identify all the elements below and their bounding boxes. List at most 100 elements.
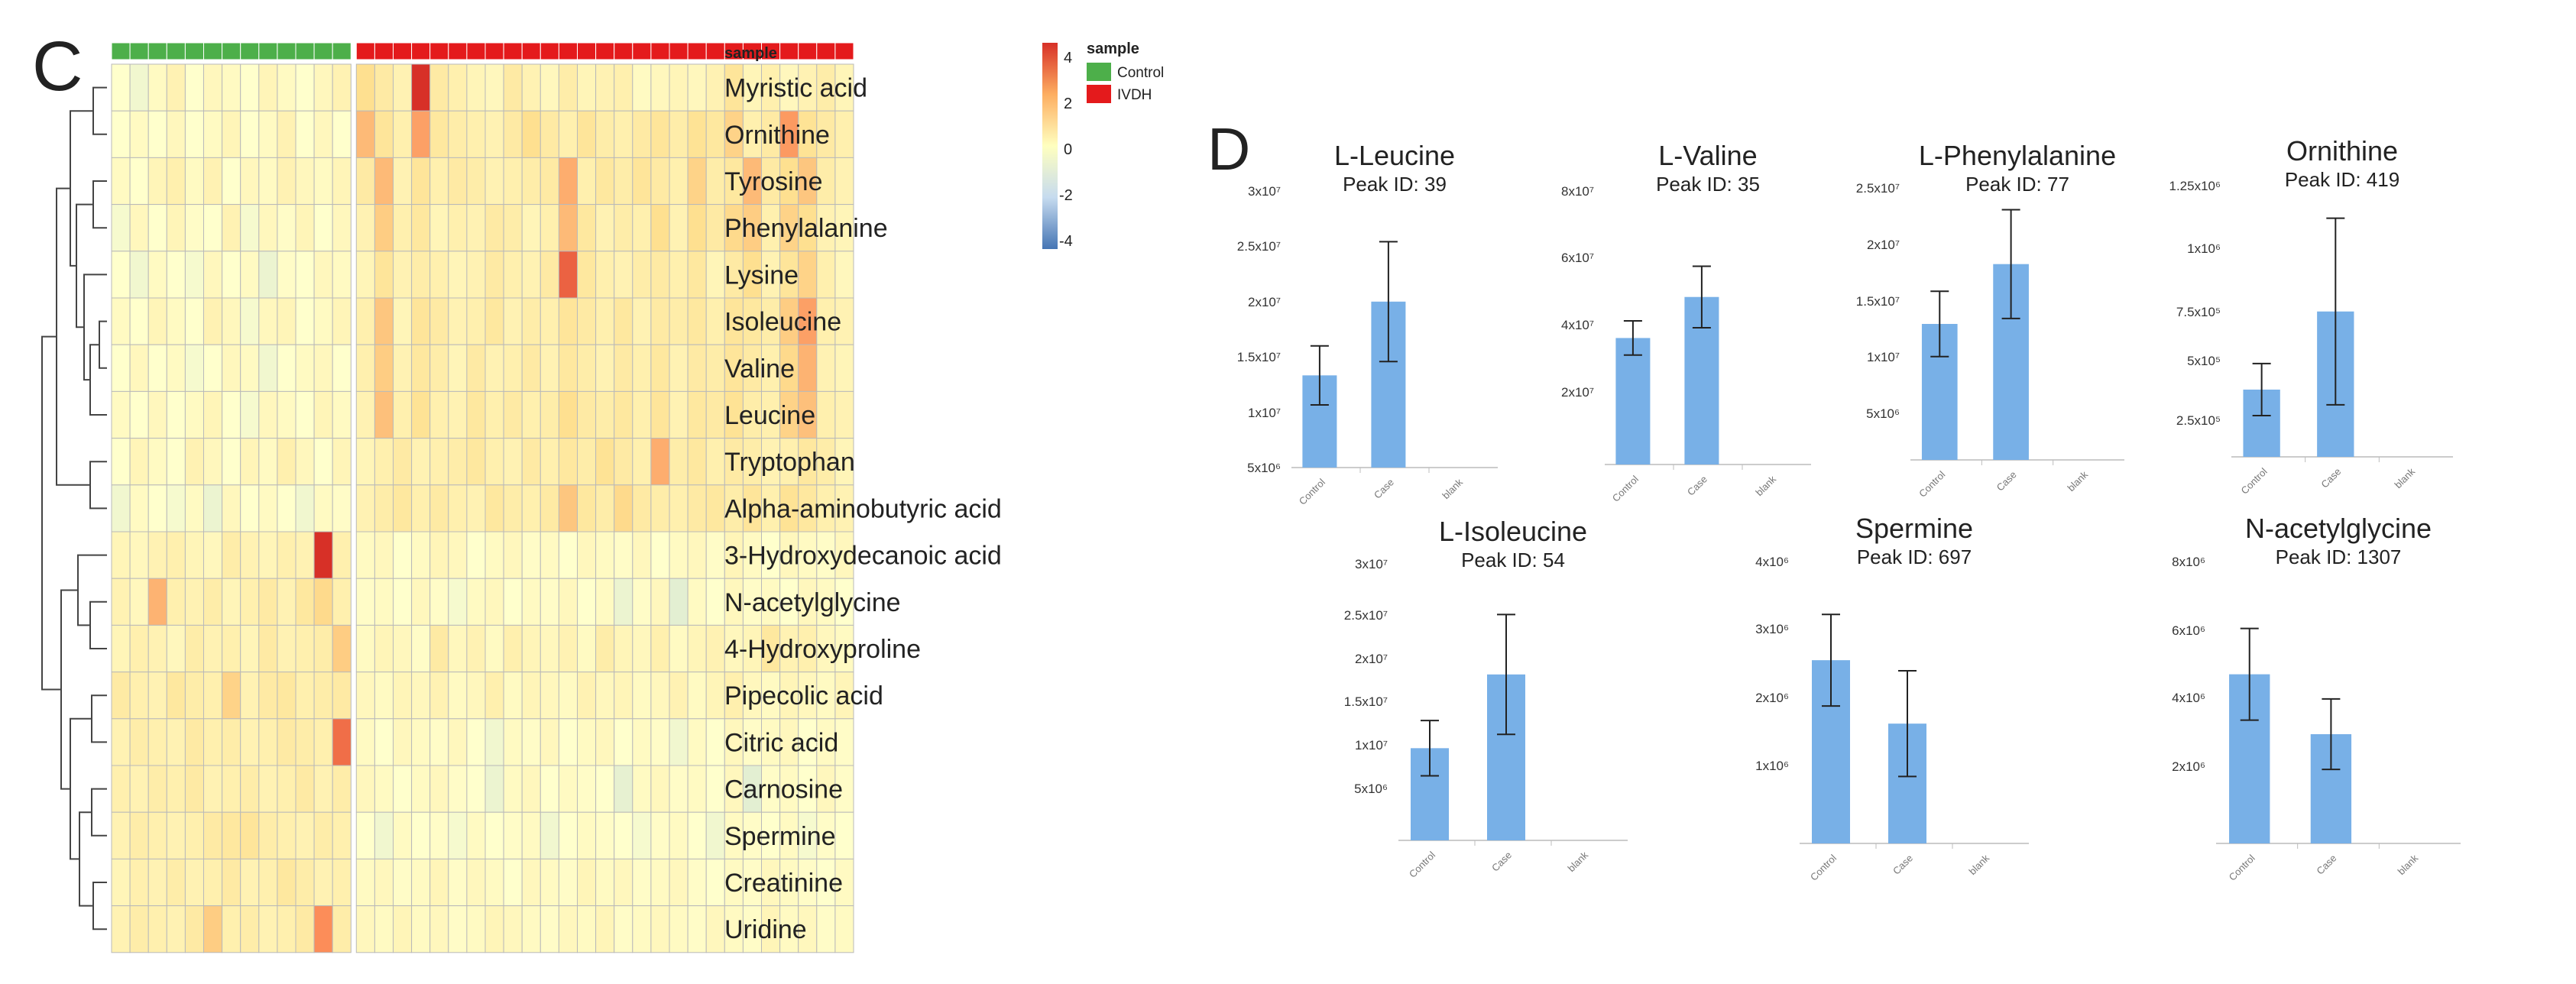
- heatmap-cell: [111, 297, 131, 345]
- heatmap-cell: [687, 344, 707, 392]
- heatmap-cell: [166, 531, 186, 579]
- heatmap-cell: [332, 672, 352, 720]
- x-tick-label: Case: [1891, 853, 1915, 877]
- heatmap-cell: [429, 344, 449, 392]
- heatmap-cell: [558, 157, 578, 206]
- heatmap-cell: [742, 624, 763, 673]
- heatmap-cell: [595, 438, 615, 486]
- heatmap-cell: [374, 110, 394, 158]
- heatmap-cell: [650, 718, 670, 766]
- heatmap-cell: [411, 531, 431, 579]
- heatmap-cell: [632, 811, 652, 859]
- heatmap-cell: [816, 531, 836, 579]
- heatmap-cell: [411, 344, 431, 392]
- heatmap-cell: [558, 110, 578, 158]
- heatmap-cell: [632, 905, 652, 953]
- heatmap-cell: [129, 672, 149, 720]
- annotation-cell: [632, 42, 652, 60]
- heatmap-cell: [650, 765, 670, 813]
- annotation-cell: [448, 42, 468, 60]
- heatmap-cell: [355, 858, 375, 907]
- heatmap-cell: [393, 718, 413, 766]
- x-tick-label: Case: [2318, 466, 2343, 490]
- heatmap-cell: [295, 718, 315, 766]
- heatmap-cell: [761, 531, 781, 579]
- heatmap-cell: [184, 578, 204, 626]
- legend-title: sample: [1087, 40, 1139, 57]
- heatmap-cell: [540, 765, 559, 813]
- heatmap-cell: [129, 251, 149, 299]
- heatmap-cell: [203, 858, 223, 907]
- heatmap-cell: [393, 484, 413, 532]
- heatmap-cell: [632, 578, 652, 626]
- heatmap-cell: [393, 438, 413, 486]
- heatmap-cell: [448, 531, 468, 579]
- heatmap-cell: [595, 718, 615, 766]
- heatmap-cell: [393, 297, 413, 345]
- heatmap-cell: [313, 390, 333, 439]
- row-label: Carnosine: [724, 775, 843, 804]
- row-dendrogram: [41, 86, 107, 931]
- heatmap-cell: [393, 110, 413, 158]
- heatmap-cell: [129, 63, 149, 112]
- x-tick-label: Case: [1489, 850, 1514, 874]
- heatmap-cell: [742, 157, 763, 206]
- heatmap-cell: [240, 297, 260, 345]
- heatmap-cell: [277, 578, 296, 626]
- heatmap-cell: [687, 858, 707, 907]
- heatmap-cell: [484, 484, 504, 532]
- dendrogram-branch: [91, 694, 107, 743]
- heatmap-cell: [277, 811, 296, 859]
- heatmap-cell: [111, 204, 131, 252]
- heatmap-cell: [595, 297, 615, 345]
- heatmap-cell: [705, 578, 725, 626]
- heatmap-cell: [484, 344, 504, 392]
- row-label: Myristic acid: [724, 74, 867, 103]
- heatmap-cell: [448, 63, 468, 112]
- heatmap-cell: [258, 297, 278, 345]
- heatmap-cell: [166, 438, 186, 486]
- heatmap-cell: [184, 858, 204, 907]
- bar: [1615, 338, 1651, 464]
- heatmap-cell: [540, 858, 559, 907]
- heatmap-cell: [521, 765, 541, 813]
- heatmap-cell: [129, 484, 149, 532]
- y-tick-label: 1.5x10⁷: [1344, 694, 1388, 709]
- heatmap-cell: [595, 624, 615, 673]
- heatmap-cell: [484, 811, 504, 859]
- heatmap-cell: [448, 344, 468, 392]
- heatmap-cell: [147, 390, 167, 439]
- heatmap-cell: [614, 531, 633, 579]
- heatmap-cell: [503, 578, 523, 626]
- heatmap-cell: [429, 63, 449, 112]
- heatmap-cell: [834, 484, 854, 532]
- heatmap-cell: [669, 531, 689, 579]
- heatmap-cell: [111, 624, 131, 673]
- heatmap-cell: [166, 624, 186, 673]
- heatmap-cell: [332, 718, 352, 766]
- x-tick-label: Case: [1372, 477, 1396, 501]
- annotation-cell: [669, 42, 689, 60]
- heatmap-cell: [614, 624, 633, 673]
- heatmap-cell: [614, 390, 633, 439]
- y-tick-label: 1x10⁷: [1248, 406, 1281, 420]
- heatmap-cell: [742, 765, 763, 813]
- heatmap-cell: [632, 765, 652, 813]
- heatmap-cell: [222, 624, 241, 673]
- heatmap-cell: [166, 578, 186, 626]
- heatmap-cell: [632, 484, 652, 532]
- heatmap-cell: [632, 204, 652, 252]
- annotation-cell: [313, 42, 333, 60]
- y-tick-label: 1x10⁶: [2187, 241, 2221, 256]
- heatmap-cell: [222, 390, 241, 439]
- heatmap-cell: [332, 578, 352, 626]
- heatmap-cell: [779, 858, 799, 907]
- heatmap-cell: [393, 858, 413, 907]
- heatmap-cell: [277, 765, 296, 813]
- heatmap-cell: [834, 578, 854, 626]
- heatmap-cell: [184, 531, 204, 579]
- heatmap-cell: [558, 344, 578, 392]
- heatmap-cell: [669, 204, 689, 252]
- heatmap-cell: [313, 297, 333, 345]
